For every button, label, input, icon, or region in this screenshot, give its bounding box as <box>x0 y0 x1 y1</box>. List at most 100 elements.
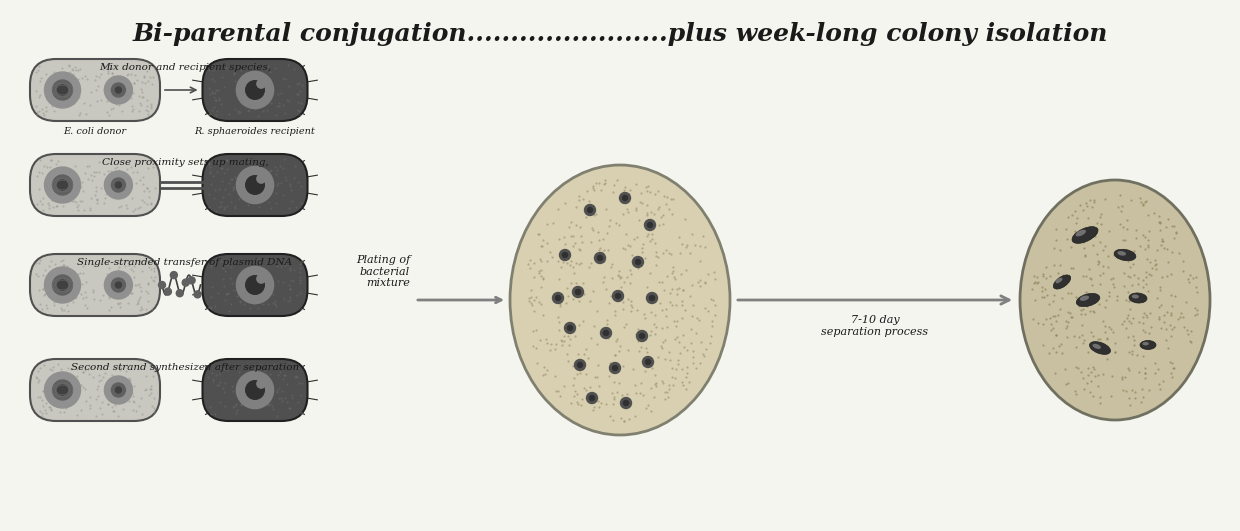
Ellipse shape <box>1130 293 1147 303</box>
Circle shape <box>115 387 122 393</box>
Ellipse shape <box>1055 278 1063 284</box>
Circle shape <box>45 267 81 303</box>
Text: Close proximity sets up mating,: Close proximity sets up mating, <box>102 158 268 167</box>
Circle shape <box>112 383 125 397</box>
Ellipse shape <box>1114 249 1136 261</box>
Circle shape <box>104 76 133 104</box>
Circle shape <box>589 396 594 400</box>
Circle shape <box>57 280 67 290</box>
Circle shape <box>237 267 274 304</box>
FancyBboxPatch shape <box>202 59 308 121</box>
Circle shape <box>115 182 122 188</box>
Circle shape <box>257 380 265 388</box>
Circle shape <box>182 279 190 286</box>
Circle shape <box>112 83 125 97</box>
Circle shape <box>647 222 652 227</box>
FancyBboxPatch shape <box>30 59 160 121</box>
Circle shape <box>257 175 265 183</box>
Circle shape <box>553 293 563 304</box>
Circle shape <box>610 363 620 373</box>
Circle shape <box>563 253 568 258</box>
Ellipse shape <box>1092 344 1101 349</box>
Text: Mix donor and recipient species,: Mix donor and recipient species, <box>99 63 272 72</box>
FancyBboxPatch shape <box>202 254 308 316</box>
Ellipse shape <box>1053 275 1070 289</box>
Circle shape <box>45 72 81 108</box>
Circle shape <box>188 277 195 284</box>
Ellipse shape <box>1075 230 1086 236</box>
Circle shape <box>642 356 653 367</box>
Ellipse shape <box>510 165 730 435</box>
Ellipse shape <box>1142 342 1148 346</box>
Text: Second strand synthesized after separation: Second strand synthesized after separati… <box>71 363 299 372</box>
Circle shape <box>237 71 274 109</box>
Circle shape <box>564 322 575 333</box>
Circle shape <box>556 295 560 301</box>
Circle shape <box>632 256 644 268</box>
Circle shape <box>246 276 264 294</box>
Circle shape <box>246 81 264 99</box>
Circle shape <box>646 293 657 304</box>
Ellipse shape <box>1117 251 1126 255</box>
Circle shape <box>57 85 67 95</box>
Ellipse shape <box>1021 180 1210 420</box>
Circle shape <box>257 275 265 283</box>
Ellipse shape <box>1090 341 1111 354</box>
FancyBboxPatch shape <box>30 359 160 421</box>
Ellipse shape <box>1076 294 1100 306</box>
Circle shape <box>613 290 624 302</box>
FancyBboxPatch shape <box>202 154 308 216</box>
Circle shape <box>257 80 265 88</box>
FancyBboxPatch shape <box>30 254 160 316</box>
Ellipse shape <box>1073 227 1097 243</box>
Circle shape <box>57 385 67 395</box>
Circle shape <box>45 372 81 408</box>
Circle shape <box>598 255 603 261</box>
Circle shape <box>246 176 264 194</box>
Text: 7-10 day
separation process: 7-10 day separation process <box>821 315 929 337</box>
Circle shape <box>587 392 598 404</box>
Circle shape <box>646 359 651 364</box>
Ellipse shape <box>1140 340 1156 349</box>
Circle shape <box>170 271 177 279</box>
Circle shape <box>52 175 72 195</box>
Circle shape <box>115 282 122 288</box>
Circle shape <box>584 204 595 216</box>
Text: Single-stranded transfer of plasmid DNA: Single-stranded transfer of plasmid DNA <box>77 258 293 267</box>
Circle shape <box>193 291 201 298</box>
Circle shape <box>600 328 611 338</box>
FancyBboxPatch shape <box>30 154 160 216</box>
Circle shape <box>578 363 583 367</box>
Circle shape <box>568 326 573 330</box>
Circle shape <box>52 275 72 295</box>
Circle shape <box>57 180 67 190</box>
Ellipse shape <box>1132 295 1138 298</box>
Circle shape <box>237 166 274 203</box>
Circle shape <box>574 359 585 371</box>
Circle shape <box>104 271 133 299</box>
Text: Plating of
bacterial
mixture: Plating of bacterial mixture <box>356 255 410 288</box>
Circle shape <box>115 87 122 93</box>
Circle shape <box>104 171 133 199</box>
Circle shape <box>104 376 133 404</box>
Ellipse shape <box>1080 296 1089 301</box>
Circle shape <box>573 287 584 297</box>
Text: Bi-parental conjugation.......................plus week-long colony isolation: Bi-parental conjugation.................… <box>133 22 1107 46</box>
Circle shape <box>112 278 125 292</box>
Circle shape <box>52 80 72 100</box>
Circle shape <box>636 330 647 341</box>
Text: E. coli donor: E. coli donor <box>63 127 126 136</box>
Circle shape <box>613 365 618 371</box>
Circle shape <box>620 398 631 408</box>
Circle shape <box>622 195 627 201</box>
Circle shape <box>645 219 656 230</box>
Circle shape <box>176 290 184 297</box>
Circle shape <box>165 288 171 295</box>
Circle shape <box>620 193 630 203</box>
Circle shape <box>635 260 641 264</box>
Circle shape <box>594 253 605 263</box>
Circle shape <box>45 167 81 203</box>
Circle shape <box>246 381 264 399</box>
Text: R. sphaeroides recipient: R. sphaeroides recipient <box>195 127 315 136</box>
Circle shape <box>559 250 570 261</box>
